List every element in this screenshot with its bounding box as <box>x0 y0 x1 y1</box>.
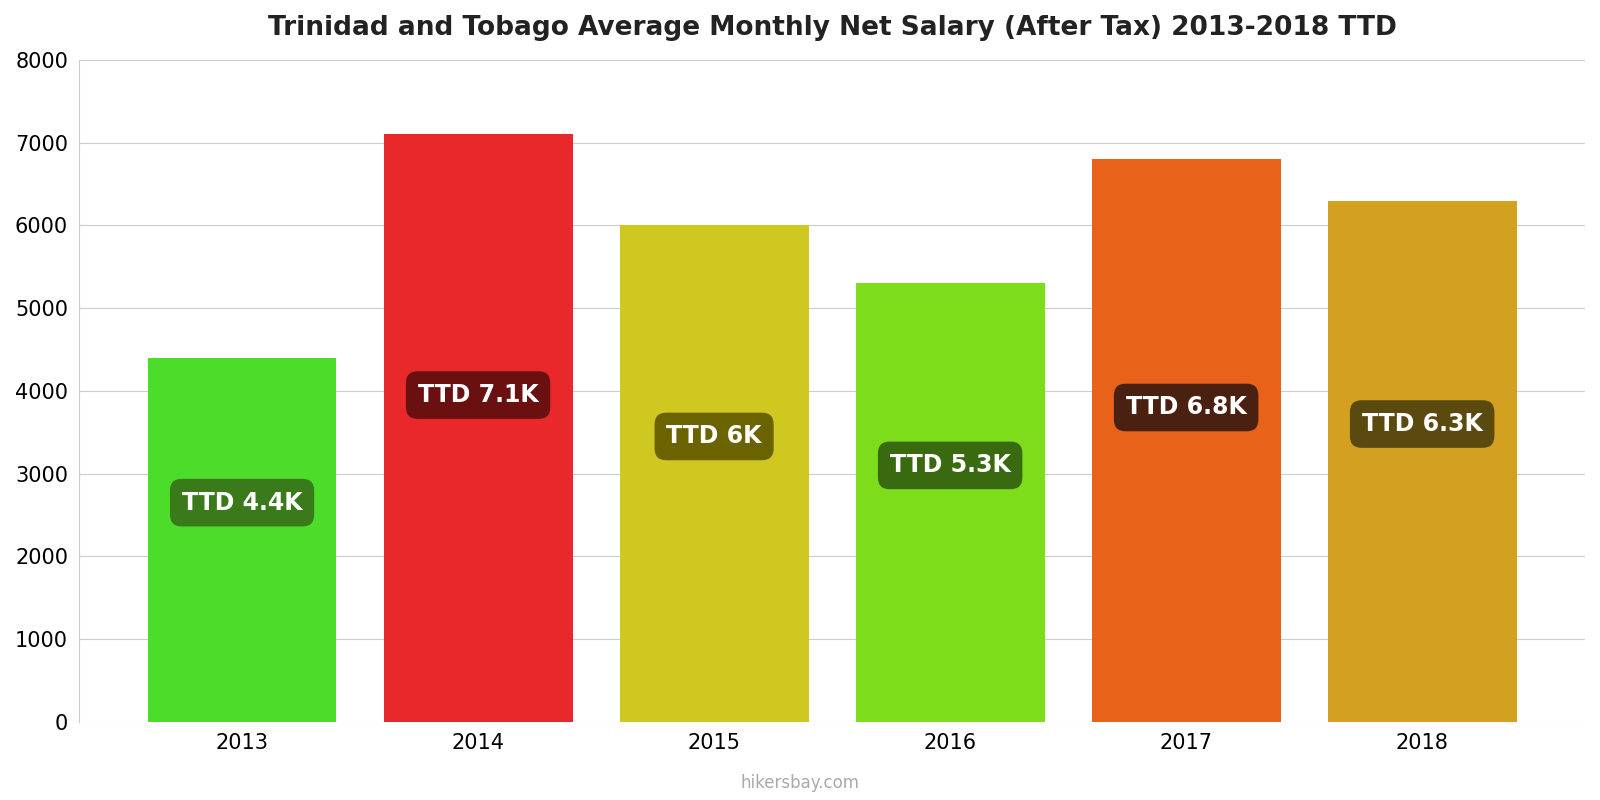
Bar <box>147 358 336 722</box>
Text: hikersbay.com: hikersbay.com <box>741 774 859 792</box>
Text: TTD 6K: TTD 6K <box>666 425 762 449</box>
Bar <box>1091 159 1280 722</box>
Bar <box>619 226 808 722</box>
Text: TTD 7.1K: TTD 7.1K <box>418 383 539 407</box>
Text: TTD 6.3K: TTD 6.3K <box>1362 412 1483 436</box>
Text: TTD 6.8K: TTD 6.8K <box>1126 395 1246 419</box>
Text: TTD 5.3K: TTD 5.3K <box>890 454 1011 478</box>
Title: Trinidad and Tobago Average Monthly Net Salary (After Tax) 2013-2018 TTD: Trinidad and Tobago Average Monthly Net … <box>267 15 1397 41</box>
Bar <box>1328 201 1517 722</box>
Bar <box>384 134 573 722</box>
Bar <box>856 283 1045 722</box>
Text: TTD 4.4K: TTD 4.4K <box>182 490 302 514</box>
